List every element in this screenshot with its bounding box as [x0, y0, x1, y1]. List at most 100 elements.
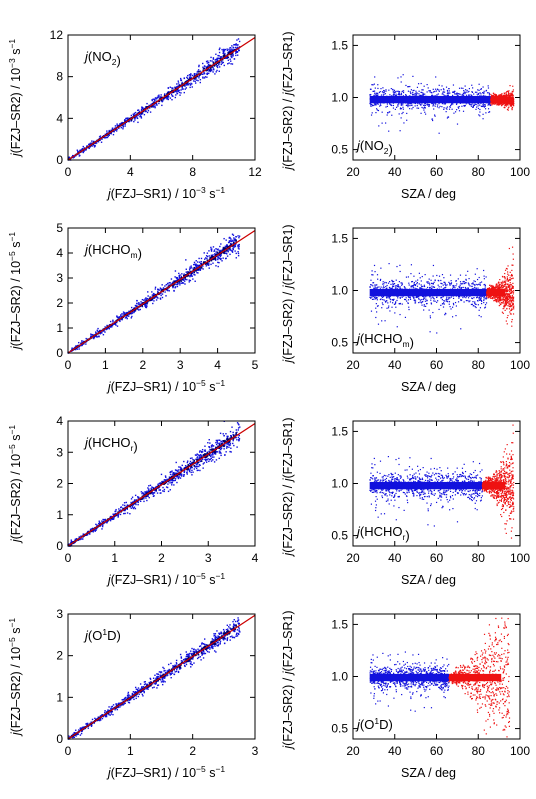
ratio-hcho-m-point	[382, 281, 384, 283]
ratio-no2-point	[463, 94, 465, 96]
ratio-no2-point	[445, 107, 447, 109]
ratio-hcho-m-point	[448, 303, 450, 305]
scatter-hcho-m-point	[215, 265, 217, 267]
ratio-no2-point	[457, 107, 460, 109]
scatter-no2-point-core	[208, 69, 211, 71]
scatter-hcho-m-point	[194, 274, 196, 276]
scatter-hcho-m-point	[135, 305, 137, 307]
ratio-no2-point	[409, 103, 412, 105]
ratio-hcho-m-point-red	[497, 282, 499, 284]
scatter-no2-point	[177, 82, 180, 84]
scatter-no2-point	[236, 47, 239, 49]
ratio-no2-point	[396, 90, 398, 92]
ratio-no2-point-red	[507, 96, 509, 98]
scatter-hcho-m-point	[206, 257, 208, 260]
ratio-no2-point	[402, 108, 405, 110]
ratio-no2-point-red	[512, 103, 514, 105]
ratio-no2-point	[451, 102, 453, 105]
scatter-hcho-m-point	[224, 246, 227, 248]
scatter-no2-point	[218, 48, 221, 51]
scatter-hcho-m-point	[186, 271, 189, 273]
scatter-hcho-m-point	[136, 305, 138, 308]
scatter-hcho-m-point	[182, 282, 185, 284]
ratio-hcho-m-point	[401, 284, 403, 286]
scatter-no2-point	[177, 80, 179, 82]
ratio-hcho-m-point	[484, 283, 486, 286]
scatter-no2-point	[134, 119, 136, 121]
ratio-hcho-m-point	[465, 287, 467, 289]
ratio-no2-point	[421, 106, 423, 109]
scatter-hcho-m-point	[125, 312, 127, 314]
ratio-hcho-m-point-red	[510, 300, 512, 303]
ratio-hcho-m-point	[414, 284, 416, 287]
ratio-no2-point	[482, 103, 484, 105]
scatter-no2-point	[138, 113, 141, 116]
ratio-hcho-m-point-red	[486, 296, 488, 298]
ratio-no2-point	[442, 88, 445, 90]
scatter-hcho-m-point	[228, 240, 231, 242]
ratio-hcho-m-point	[475, 287, 477, 289]
ratio-hcho-m-point	[376, 305, 379, 307]
ratio-hcho-m-point	[429, 317, 432, 319]
scatter-hcho-m-point	[225, 239, 227, 241]
ratio-no2-point	[433, 91, 435, 93]
scatter-hcho-m-point	[172, 286, 174, 289]
scatter-hcho-m-point-core	[228, 247, 231, 249]
ratio-hcho-m-point-red	[496, 299, 499, 301]
scatter-hcho-m-point	[180, 275, 183, 278]
scatter-no2-point	[89, 142, 92, 144]
ratio-hcho-m-point	[399, 287, 401, 289]
scatter-no2-point	[161, 104, 163, 107]
ratio-no2-point	[409, 91, 411, 93]
scatter-no2-point-core	[203, 67, 205, 70]
ratio-no2-point	[448, 90, 450, 92]
scatter-hcho-m-point	[175, 283, 177, 286]
scatter-hcho-m-point	[152, 293, 155, 295]
scatter-hcho-m-point	[219, 250, 221, 252]
ratio-hcho-m-point	[410, 286, 412, 288]
scatter-hcho-m-point	[237, 235, 239, 237]
ratio-no2-point-red	[510, 102, 512, 104]
scatter-hcho-m-point	[233, 246, 236, 248]
ratio-hcho-m-point	[474, 273, 476, 275]
scatter-no2-point-core	[141, 111, 143, 114]
ratio-hcho-m-point	[479, 284, 481, 286]
ratio-no2-point	[399, 130, 401, 132]
scatter-hcho-m-point	[206, 252, 209, 254]
ratio-no2-point-red	[504, 105, 506, 107]
scatter-no2-point	[169, 86, 172, 88]
ratio-hcho-m-point	[377, 286, 379, 288]
ratio-hcho-m-point	[436, 296, 438, 299]
ratio-hcho-m-point	[425, 298, 427, 300]
ratio-hcho-m-point	[421, 304, 423, 306]
ratio-no2-point-red	[511, 100, 514, 102]
ratio-no2-point	[458, 87, 461, 89]
scatter-no2-point	[120, 123, 123, 125]
scatter-no2-point	[186, 83, 188, 86]
scatter-hcho-m-point	[104, 326, 106, 328]
ratio-no2-point	[381, 122, 383, 124]
ratio-no2-point	[424, 107, 426, 109]
scatter-no2-point	[185, 87, 188, 89]
ratio-no2-point	[487, 87, 490, 89]
scatter-no2-point	[184, 85, 186, 87]
scatter-hcho-m-point	[208, 255, 210, 257]
scatter-no2-point-core	[231, 52, 233, 55]
ratio-no2-point-red	[508, 99, 510, 101]
ratio-no2-point	[443, 108, 445, 110]
ratio-no2-point	[484, 104, 486, 106]
scatter-no2-point	[217, 54, 219, 57]
scatter-no2-point	[152, 106, 155, 108]
scatter-hcho-m-point	[102, 330, 104, 332]
ratio-no2-point	[418, 103, 421, 105]
scatter-hcho-m-point	[149, 296, 151, 298]
ratio-no2-point	[388, 130, 390, 132]
ratio-hcho-m-point	[382, 285, 385, 287]
ratio-hcho-m-point	[414, 287, 416, 289]
scatter-no2-point	[116, 128, 118, 131]
ratio-hcho-m-point	[408, 308, 410, 311]
ratio-no2-point	[472, 104, 474, 106]
ratio-hcho-m-point	[401, 283, 403, 285]
ratio-hcho-m-point	[423, 296, 425, 298]
